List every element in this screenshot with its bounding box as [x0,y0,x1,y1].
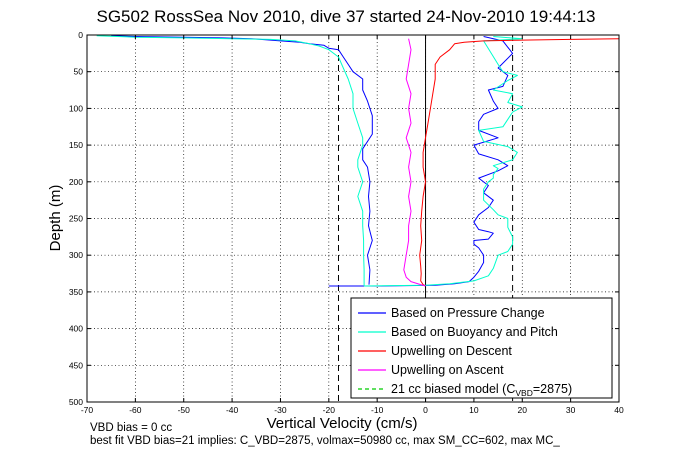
series-pressure_descent [111,35,373,285]
legend-label: 21 cc biased model (CVBD=2875) [391,382,572,398]
series-upwelling_ascent [403,38,426,287]
x-tick-label: 0 [423,405,428,415]
chart-title: SG502 RossSea Nov 2010, dive 37 started … [97,7,596,26]
legend-label-text: Based on Pressure Change [391,306,545,320]
series-buoyancy_descent [96,35,365,286]
y-tick-label: 500 [69,397,83,407]
x-tick-label: -10 [371,405,384,415]
legend-label-text: 21 cc biased model (C [391,382,515,396]
y-tick-label: 450 [69,360,83,370]
y-tick-label: 50 [74,67,84,77]
x-axis-label: Vertical Velocity (cm/s) [267,415,418,432]
legend-label: Based on Buoyancy and Pitch [391,325,558,339]
x-tick-label: 40 [614,405,624,415]
x-tick-label: -50 [178,405,191,415]
x-tick-label: -40 [226,405,239,415]
y-axis-label: Depth (m) [47,185,64,252]
x-tick-label: 10 [469,405,479,415]
y-tick-label: 350 [69,287,83,297]
y-tick-label: 300 [69,250,83,260]
series-buoyancy_ascent [364,36,523,287]
vbd-bias-note: VBD bias = 0 cc [90,422,172,434]
legend-label-suffix: =2875) [533,382,572,396]
x-tick-label: -70 [81,405,94,415]
y-tick-label: 150 [69,140,83,150]
legend-label-text: Upwelling on Descent [391,344,512,358]
legend-label-subscript: VBD [515,388,532,398]
legend-label: Upwelling on Ascent [391,363,504,377]
y-tick-label: 200 [69,177,83,187]
y-tick-label: 400 [69,324,83,334]
x-tick-label: 20 [518,405,528,415]
y-tick-label: 0 [78,30,83,40]
legend-label-text: Based on Buoyancy and Pitch [391,325,558,339]
y-tick-label: 100 [69,103,83,113]
legend: Based on Pressure Change Based on Buoyanc… [350,297,613,399]
series-layer [96,35,620,287]
x-tick-label: -60 [129,405,142,415]
legend-box [350,297,613,399]
axis-ticks: -70 -60 -50 -40 -30 -20 -10 0 10 20 30 400501001502… [69,30,624,415]
legend-label-text: Upwelling on Ascent [391,363,504,377]
series-upwelling_descent [419,38,620,287]
y-tick-label: 250 [69,214,83,224]
x-tick-label: 30 [566,405,576,415]
legend-label: Based on Pressure Change [391,306,545,320]
legend-label: Upwelling on Descent [391,344,512,358]
best-fit-note: best fit VBD bias=21 implies: C_VBD=2875… [90,435,560,447]
x-tick-label: -20 [323,405,336,415]
x-tick-label: -30 [274,405,287,415]
